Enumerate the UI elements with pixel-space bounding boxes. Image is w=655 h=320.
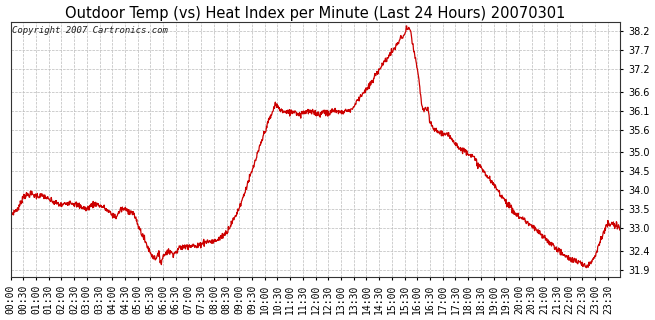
Text: Copyright 2007 Cartronics.com: Copyright 2007 Cartronics.com xyxy=(12,26,168,35)
Title: Outdoor Temp (vs) Heat Index per Minute (Last 24 Hours) 20070301: Outdoor Temp (vs) Heat Index per Minute … xyxy=(66,5,565,20)
